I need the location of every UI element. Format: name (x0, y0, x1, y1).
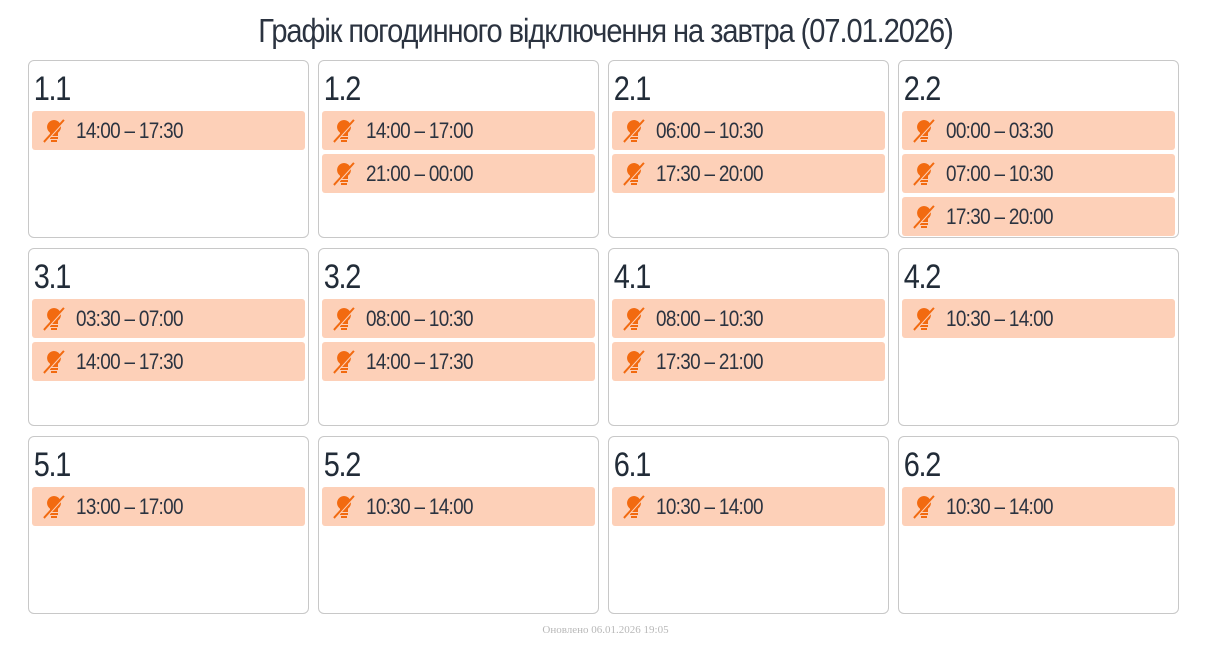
group-label: 1.1 (33, 70, 72, 108)
outage-time: 06:00 – 10:30 (656, 117, 763, 143)
outage-slot: 08:00 – 10:30 (612, 299, 885, 338)
group-card-3.2: 3.2 08:00 – 10:30 14:00 – 17:30 (318, 248, 599, 426)
outage-slot: 17:30 – 20:00 (902, 197, 1175, 236)
power-off-bulb-icon (912, 118, 946, 144)
schedule-grid: 1.1 14:00 – 17:30 1.2 14:00 – 17:00 21:00 – … (28, 60, 1179, 614)
group-label: 5.2 (323, 446, 362, 484)
group-card-6.2: 6.2 10:30 – 14:00 (898, 436, 1179, 614)
outage-slot: 08:00 – 10:30 (322, 299, 595, 338)
outage-time: 14:00 – 17:30 (366, 348, 473, 374)
outage-slot: 14:00 – 17:30 (322, 342, 595, 381)
outage-time: 14:00 – 17:30 (76, 348, 183, 374)
outage-time: 10:30 – 14:00 (946, 305, 1053, 331)
group-label: 2.1 (613, 70, 652, 108)
outage-slot: 14:00 – 17:30 (32, 111, 305, 150)
power-off-bulb-icon (332, 349, 366, 375)
group-card-4.1: 4.1 08:00 – 10:30 17:30 – 21:00 (608, 248, 889, 426)
outage-time: 10:30 – 14:00 (656, 493, 763, 519)
outage-time: 13:00 – 17:00 (76, 493, 183, 519)
power-off-bulb-icon (42, 118, 76, 144)
power-off-bulb-icon (622, 494, 656, 520)
group-label: 6.1 (613, 446, 652, 484)
outage-time: 17:30 – 21:00 (656, 348, 763, 374)
outage-time: 14:00 – 17:00 (366, 117, 473, 143)
power-off-bulb-icon (622, 306, 656, 332)
group-label: 6.2 (903, 446, 942, 484)
outage-slot: 10:30 – 14:00 (322, 487, 595, 526)
outage-slot: 10:30 – 14:00 (612, 487, 885, 526)
outage-slot: 21:00 – 00:00 (322, 154, 595, 193)
power-off-bulb-icon (622, 118, 656, 144)
outage-time: 17:30 – 20:00 (656, 160, 763, 186)
group-card-6.1: 6.1 10:30 – 14:00 (608, 436, 889, 614)
outage-slot: 10:30 – 14:00 (902, 299, 1175, 338)
group-card-1.2: 1.2 14:00 – 17:00 21:00 – 00:00 (318, 60, 599, 238)
group-card-3.1: 3.1 03:30 – 07:00 14:00 – 17:30 (28, 248, 309, 426)
power-off-bulb-icon (42, 494, 76, 520)
group-card-1.1: 1.1 14:00 – 17:30 (28, 60, 309, 238)
power-off-bulb-icon (332, 306, 366, 332)
outage-slot: 14:00 – 17:30 (32, 342, 305, 381)
power-off-bulb-icon (332, 494, 366, 520)
outage-time: 17:30 – 20:00 (946, 203, 1053, 229)
outage-slot: 17:30 – 21:00 (612, 342, 885, 381)
power-off-bulb-icon (332, 118, 366, 144)
group-label: 3.2 (323, 258, 362, 296)
outage-time: 14:00 – 17:30 (76, 117, 183, 143)
outage-time: 03:30 – 07:00 (76, 305, 183, 331)
group-label: 4.2 (903, 258, 942, 296)
outage-slot: 10:30 – 14:00 (902, 487, 1175, 526)
outage-slot: 17:30 – 20:00 (612, 154, 885, 193)
outage-time: 08:00 – 10:30 (656, 305, 763, 331)
outage-time: 10:30 – 14:00 (366, 493, 473, 519)
outage-slot: 14:00 – 17:00 (322, 111, 595, 150)
power-off-bulb-icon (912, 494, 946, 520)
page-title: Графік погодинного відключення на завтра… (258, 12, 953, 49)
power-off-bulb-icon (332, 161, 366, 187)
outage-slot: 00:00 – 03:30 (902, 111, 1175, 150)
group-card-2.1: 2.1 06:00 – 10:30 17:30 – 20:00 (608, 60, 889, 238)
outage-time: 07:00 – 10:30 (946, 160, 1053, 186)
power-off-bulb-icon (912, 161, 946, 187)
power-off-bulb-icon (622, 161, 656, 187)
outage-slot: 13:00 – 17:00 (32, 487, 305, 526)
group-label: 4.1 (613, 258, 652, 296)
group-card-5.2: 5.2 10:30 – 14:00 (318, 436, 599, 614)
group-label: 2.2 (903, 70, 942, 108)
group-label: 3.1 (33, 258, 72, 296)
updated-timestamp: Оновлено 06.01.2026 19:05 (542, 624, 669, 636)
power-off-bulb-icon (622, 349, 656, 375)
power-off-bulb-icon (912, 306, 946, 332)
power-off-bulb-icon (42, 306, 76, 332)
group-label: 5.1 (33, 446, 72, 484)
outage-slot: 03:30 – 07:00 (32, 299, 305, 338)
outage-time: 08:00 – 10:30 (366, 305, 473, 331)
power-off-bulb-icon (912, 204, 946, 230)
power-off-bulb-icon (42, 349, 76, 375)
group-card-2.2: 2.2 00:00 – 03:30 07:00 – 10:30 17:30 – 20:… (898, 60, 1179, 238)
outage-time: 10:30 – 14:00 (946, 493, 1053, 519)
outage-time: 00:00 – 03:30 (946, 117, 1053, 143)
group-card-5.1: 5.1 13:00 – 17:00 (28, 436, 309, 614)
outage-slot: 07:00 – 10:30 (902, 154, 1175, 193)
group-label: 1.2 (323, 70, 362, 108)
group-card-4.2: 4.2 10:30 – 14:00 (898, 248, 1179, 426)
outage-time: 21:00 – 00:00 (366, 160, 473, 186)
outage-slot: 06:00 – 10:30 (612, 111, 885, 150)
